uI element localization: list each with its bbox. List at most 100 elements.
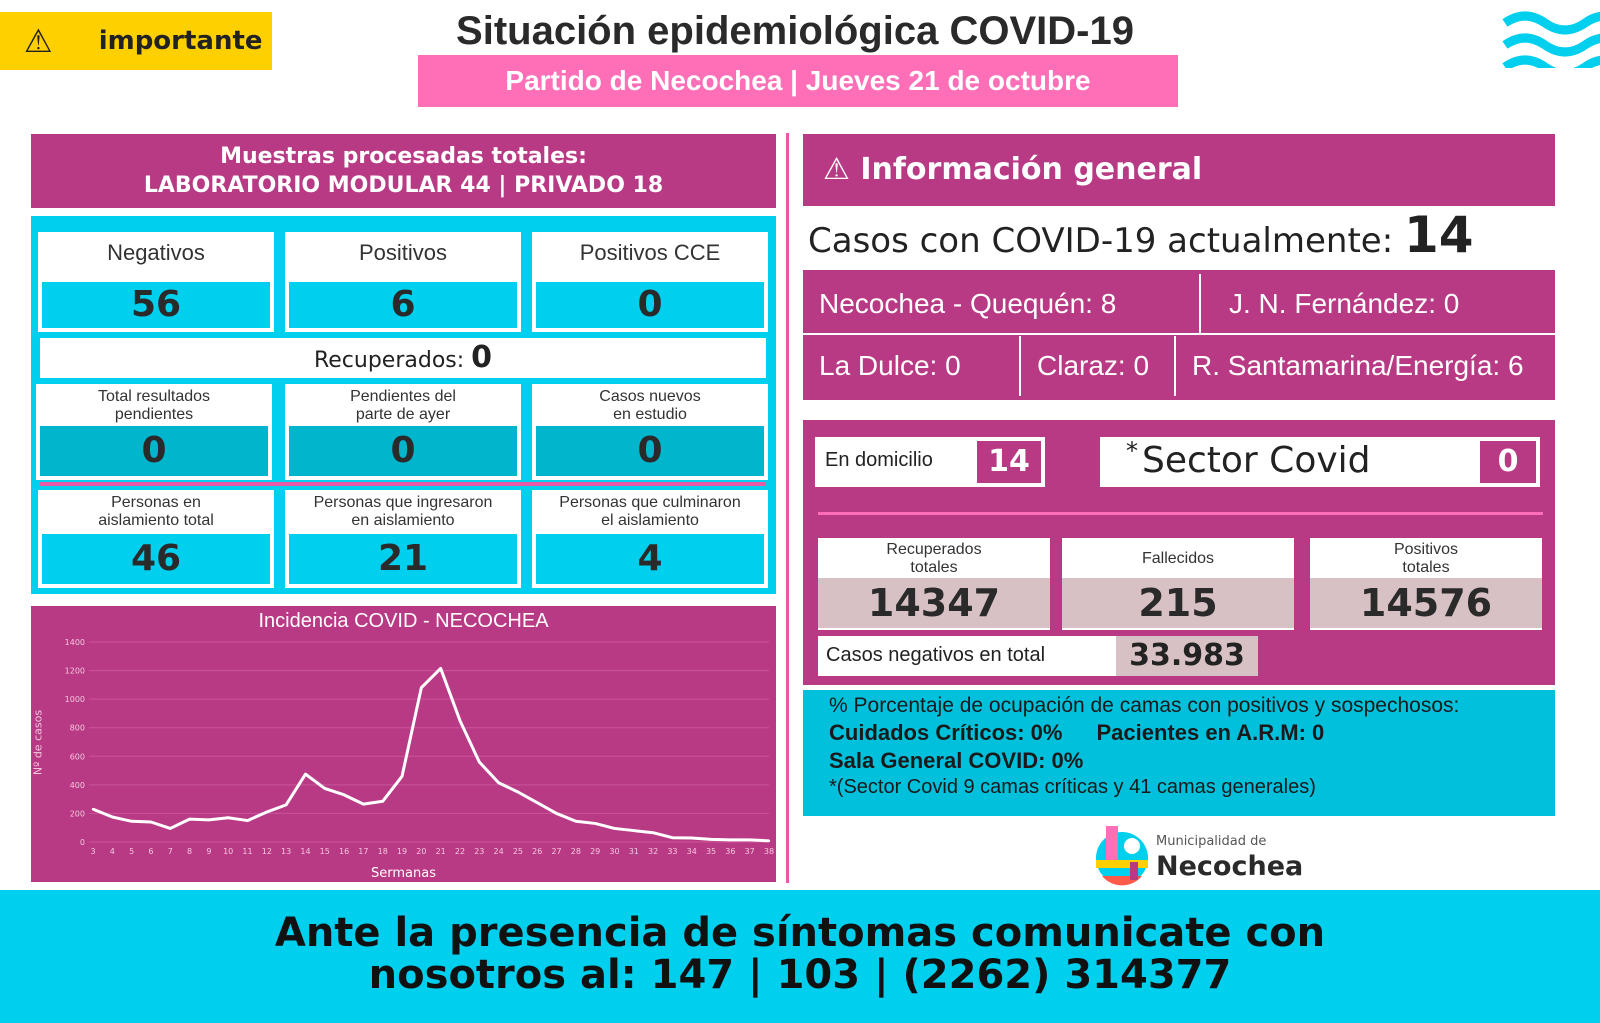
positivos-totales: Positivos totales 14576: [1310, 538, 1542, 630]
label: Positivos: [1393, 541, 1459, 558]
data-point: [748, 838, 751, 842]
data-point: [671, 836, 674, 839]
casos-estudio-card: Casos nuevos en estudio 0: [532, 384, 768, 480]
data-point: [91, 807, 95, 811]
footer-line2: nosotros al: 147 | 103 | (2262) 314377: [368, 952, 1232, 998]
x-tick-label: 26: [532, 847, 542, 856]
asterisk: *: [1126, 437, 1138, 465]
value: 215: [1062, 578, 1294, 628]
x-tick-label: 35: [706, 847, 716, 856]
y-tick-label: 600: [70, 752, 85, 761]
label: Recuperados: [886, 541, 982, 558]
data-point: [516, 790, 520, 794]
x-tick-label: 28: [571, 847, 581, 856]
data-point: [400, 775, 404, 778]
x-tick-label: 34: [687, 847, 697, 856]
label: Personas que ingresaron: [313, 494, 493, 511]
value: 14576: [1310, 578, 1542, 628]
data-point: [169, 827, 172, 830]
data-point: [613, 827, 616, 830]
x-tick-label: 21: [436, 847, 446, 856]
value: 14: [977, 441, 1041, 483]
x-tick-label: 25: [513, 847, 523, 856]
x-tick-label: 14: [300, 847, 310, 856]
x-tick-label: 32: [648, 847, 658, 856]
localidad: J. N. Fernández: 0: [1229, 288, 1460, 319]
x-tick-label: 5: [129, 847, 134, 856]
data-point: [574, 820, 578, 823]
recuperados-row: Recuperados: 0: [40, 338, 766, 378]
x-tick-label: 24: [494, 847, 504, 856]
sala-general: Sala General COVID: 0%: [829, 748, 1084, 773]
warning-icon: ⚠: [24, 22, 53, 60]
x-tick-label: 15: [320, 847, 330, 856]
value: 33.983: [1116, 636, 1258, 676]
label: Casos negativos en total: [826, 644, 1046, 666]
x-tick-label: 8: [187, 847, 192, 856]
x-tick-label: 38: [764, 847, 774, 856]
data-point: [555, 812, 558, 815]
x-tick-label: 16: [339, 847, 349, 856]
value: 46: [42, 534, 270, 584]
data-point: [690, 836, 693, 840]
negativos-total: Casos negativos en total 33.983: [818, 636, 1258, 676]
label: Total resultados: [97, 388, 211, 405]
label: Sector Covid: [1142, 440, 1371, 481]
label: en estudio: [613, 406, 687, 423]
x-tick-label: 13: [281, 847, 291, 856]
data-point: [458, 719, 462, 722]
x-tick-label: 22: [455, 847, 465, 856]
data-point: [439, 667, 442, 670]
label: Negativos: [107, 240, 205, 265]
arm: Pacientes en A.R.M: 0: [1096, 720, 1325, 745]
x-tick-label: 7: [168, 847, 173, 856]
value: 4: [536, 534, 764, 584]
chart-title: Incidencia COVID - NECOCHEA: [258, 610, 549, 632]
ingresaron-card: Personas que ingresaron en aislamiento 21: [285, 490, 521, 588]
label: En domicilio: [825, 449, 933, 471]
pendientes-total-card: Total resultados pendientes 0: [36, 384, 272, 480]
value: 0: [40, 426, 268, 476]
localidades-panel: [803, 270, 1555, 400]
label: Casos nuevos: [599, 388, 701, 405]
aislamiento-total-card: Personas en aislamiento total 46: [38, 490, 274, 588]
value: 56: [42, 282, 270, 328]
warning-icon: ⚠: [823, 152, 850, 187]
page-title: Situación epidemiológica COVID-19: [456, 9, 1134, 53]
label: Positivos CCE: [579, 240, 721, 265]
x-tick-label: 4: [110, 847, 115, 856]
camas-panel: % Porcentaje de ocupación de camas con p…: [803, 690, 1555, 816]
badge-label: importante: [98, 26, 263, 56]
data-point: [304, 772, 307, 776]
footer-banner: Ante la presencia de síntomas comunicate…: [0, 890, 1600, 1023]
data-point: [767, 839, 771, 843]
x-tick-label: 3: [90, 847, 95, 856]
chart-xlabel: Sermanas: [371, 866, 436, 881]
data-point: [265, 810, 269, 814]
value: 14347: [818, 578, 1050, 628]
x-tick-label: 23: [474, 847, 484, 856]
value: 6: [289, 282, 517, 328]
incidence-chart: Incidencia COVID - NECOCHEA Nº de casos …: [31, 606, 776, 882]
data-point: [149, 820, 153, 824]
y-tick-label: 1200: [65, 667, 85, 676]
data-point: [188, 817, 191, 821]
y-tick-label: 400: [70, 781, 85, 790]
x-tick-label: 11: [242, 847, 252, 856]
municipalidad-logo: Municipalidad de Necochea: [1092, 820, 1322, 886]
data-point: [284, 803, 288, 807]
muestras-title: Muestras procesadas totales:: [220, 144, 587, 169]
data-point: [536, 801, 539, 804]
negativos-card: Negativos 56: [38, 232, 274, 332]
positivos-card: Positivos 6: [285, 232, 521, 332]
x-tick-label: 30: [609, 847, 619, 856]
muestras-header: Muestras procesadas totales: LABORATORIO…: [31, 134, 776, 208]
x-tick-label: 33: [667, 847, 677, 856]
pendientes-ayer-card: Pendientes del parte de ayer 0: [285, 384, 521, 480]
logo-line2: Necochea: [1156, 851, 1304, 882]
data-point: [478, 760, 481, 764]
data-point: [227, 816, 230, 819]
row-divider: [803, 333, 1555, 335]
value: 21: [289, 534, 517, 584]
